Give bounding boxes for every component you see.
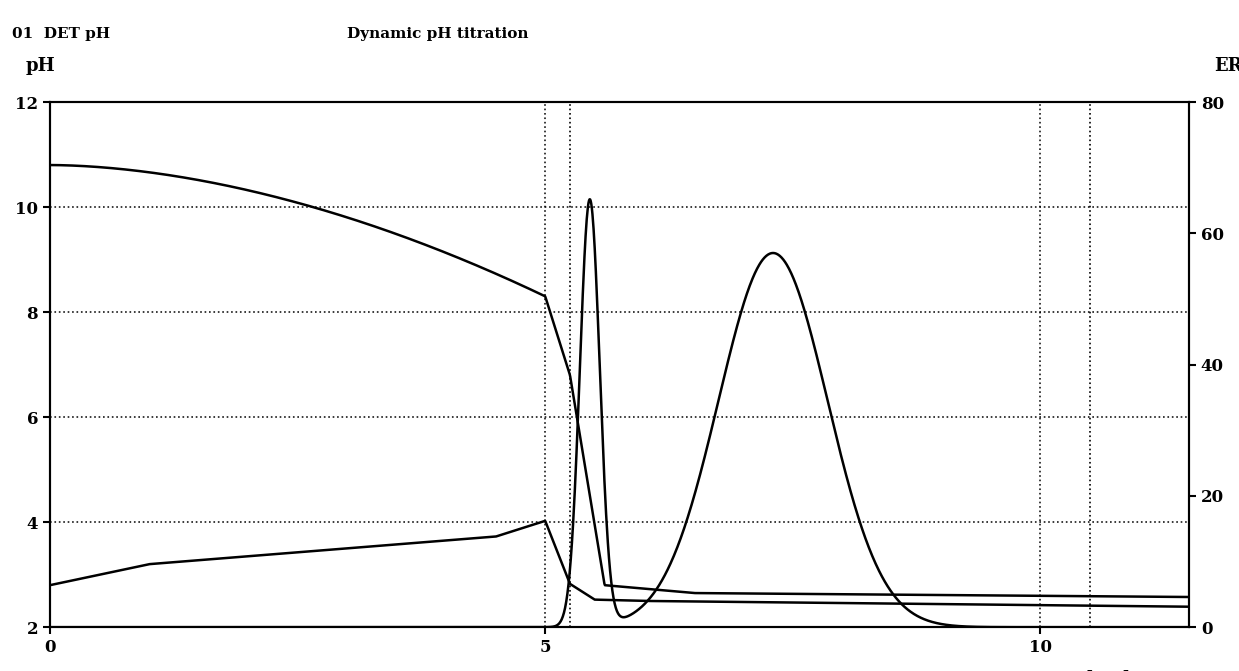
X-axis label: U [mL]: U [mL] xyxy=(1066,669,1131,671)
Text: ERC: ERC xyxy=(1214,57,1239,75)
Text: 01  DET pH: 01 DET pH xyxy=(12,27,110,41)
Text: Dynamic pH titration: Dynamic pH titration xyxy=(347,27,528,41)
Text: pH: pH xyxy=(25,57,55,75)
